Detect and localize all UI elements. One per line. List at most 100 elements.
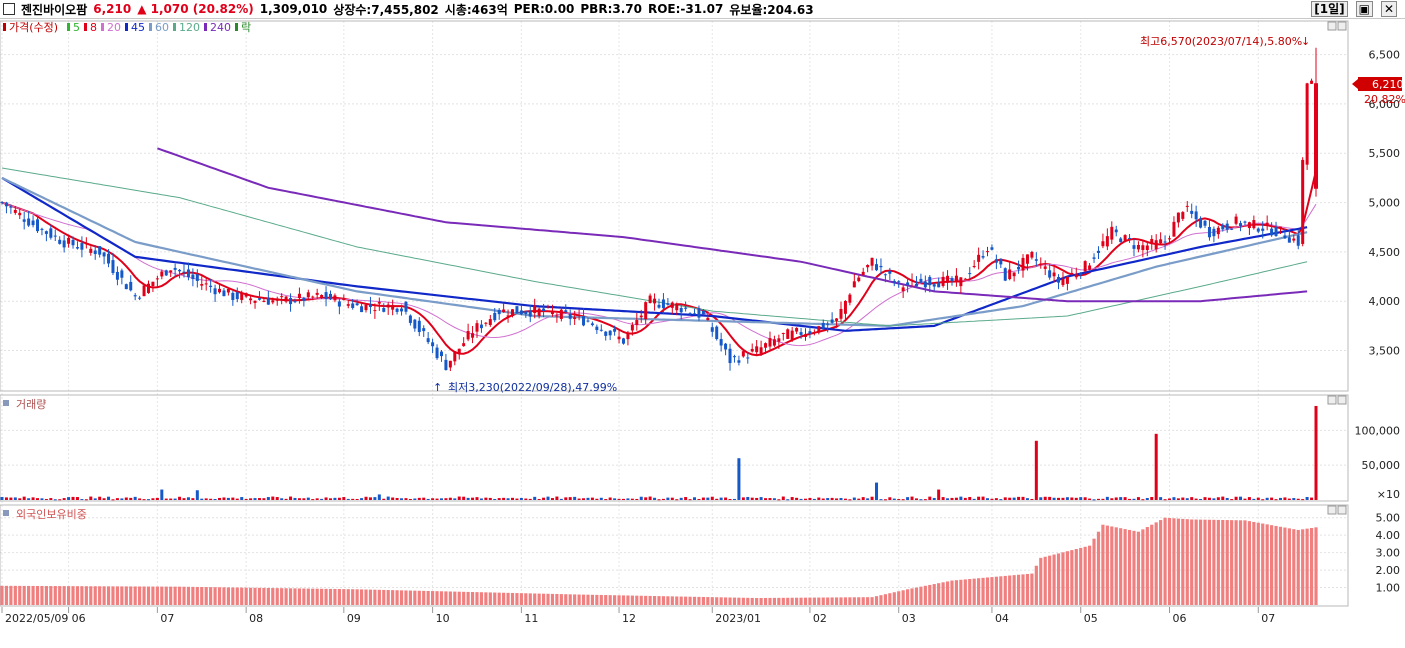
volume-bar: [1110, 498, 1114, 500]
candle-body: [115, 271, 119, 280]
candle-body: [706, 317, 710, 321]
select-checkbox[interactable]: [3, 3, 15, 15]
foreign-bar: [510, 592, 515, 605]
foreign-bar: [1181, 518, 1185, 605]
volume-bar: [231, 497, 235, 500]
volume-bar: [910, 496, 914, 500]
volume-bar: [1083, 497, 1087, 500]
candle-body: [1114, 229, 1118, 233]
candle-body: [71, 239, 75, 246]
pane-maximize-icon[interactable]: [1327, 505, 1337, 515]
candle-body: [799, 332, 803, 335]
foreign-bar: [475, 592, 479, 605]
candle-body: [426, 338, 430, 343]
foreign-bar: [280, 588, 284, 605]
volume-bar: [524, 498, 528, 500]
foreign-bar: [1216, 519, 1220, 605]
maximize-icon[interactable]: ▣: [1355, 1, 1373, 17]
volume-bar: [329, 498, 332, 500]
candle-body: [413, 319, 417, 329]
candle-body: [1305, 83, 1309, 165]
volume-bar: [311, 499, 315, 501]
candle-body: [266, 297, 270, 305]
foreign-bar: [910, 588, 914, 605]
candle-body: [533, 305, 537, 314]
volume-bar: [93, 498, 97, 500]
foreign-bar: [115, 586, 120, 605]
foreign-bar: [106, 586, 111, 605]
pane-close-icon[interactable]: [1337, 395, 1347, 405]
foreign-bar: [66, 586, 71, 605]
foreign-bar: [670, 596, 674, 605]
candle-body: [1154, 240, 1158, 250]
price-legend-item: 60: [155, 21, 169, 34]
volume-bar: [435, 498, 439, 500]
volume-bar: [257, 498, 261, 500]
candle-body: [1159, 239, 1163, 244]
candle-body: [857, 277, 861, 282]
foreign-bar: [763, 597, 768, 605]
low-annotation: 최저3,230(2022/09/28),47.99%: [448, 381, 617, 394]
volume-bar: [1310, 497, 1314, 500]
foreign-bar: [133, 586, 137, 605]
candle-body: [186, 269, 190, 278]
pane-maximize-icon[interactable]: [1327, 21, 1337, 31]
pane-close-icon[interactable]: [1337, 21, 1347, 31]
foreign-bar: [866, 597, 870, 605]
volume-bar: [528, 498, 532, 500]
candle-body: [950, 278, 954, 282]
volume-bar: [875, 482, 879, 500]
volume-bar: [98, 496, 102, 500]
candle-body: [1261, 228, 1265, 231]
candle-body: [977, 254, 981, 262]
foreign-bar: [359, 589, 364, 605]
trade-volume: 1,309,010: [259, 2, 328, 16]
volume-bars: [0, 405, 1318, 501]
volume-bar: [1230, 499, 1234, 501]
foreign-bar: [293, 588, 297, 605]
volume-bar: [848, 499, 852, 501]
candle-body: [764, 343, 768, 348]
foreign-bar: [1154, 522, 1158, 605]
price-tick-label: 6,000: [1369, 98, 1401, 111]
volume-bar: [488, 497, 492, 500]
volume-bar: [994, 498, 998, 500]
candle-body: [284, 296, 288, 302]
foreign-bar: [688, 596, 692, 605]
ma8-line: [1, 170, 1317, 357]
volume-bar: [346, 498, 350, 500]
foreign-bar: [1190, 519, 1194, 605]
pane-maximize-icon[interactable]: [1327, 395, 1337, 405]
candle-body: [98, 246, 102, 255]
foreign-bar: [546, 593, 550, 605]
volume-bar: [653, 497, 657, 500]
candle-body: [688, 313, 692, 315]
foreign-bar: [1221, 519, 1225, 605]
volume-bar: [515, 498, 519, 500]
volume-bar: [710, 496, 714, 500]
candle-body: [573, 317, 577, 320]
foreign-bar: [715, 597, 719, 605]
volume-bar: [1132, 498, 1136, 500]
foreign-bar: [657, 596, 661, 605]
foreign-bar: [1003, 575, 1007, 605]
price-legend-item: 가격(수정): [9, 21, 58, 34]
foreign-bar: [706, 597, 710, 605]
candle-body: [178, 269, 182, 272]
period-button[interactable]: [1일]: [1311, 1, 1348, 17]
candle-body: [821, 322, 825, 329]
volume-bar: [1061, 497, 1065, 500]
volume-bar: [1185, 498, 1189, 500]
candle-body: [324, 292, 328, 299]
candle-body: [697, 308, 701, 318]
volume-bar: [22, 496, 26, 500]
volume-bar: [559, 498, 563, 500]
candle-body: [293, 301, 297, 303]
pane-close-icon[interactable]: [1337, 505, 1347, 515]
candle-body: [732, 356, 736, 358]
foreign-bar: [1012, 575, 1016, 605]
foreign-bar: [497, 592, 501, 605]
volume-bar: [155, 497, 159, 500]
foreign-bar: [524, 593, 528, 605]
close-icon[interactable]: ✕: [1380, 1, 1397, 17]
